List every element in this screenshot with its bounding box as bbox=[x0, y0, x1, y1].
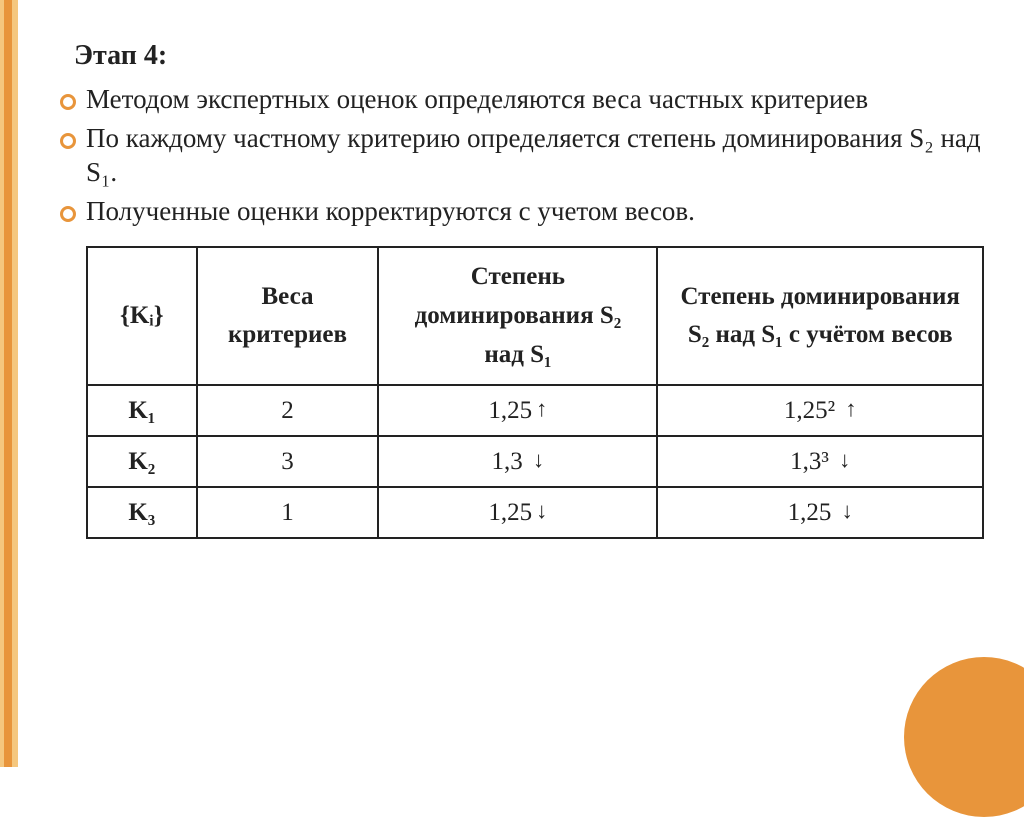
cell-weight: 2 bbox=[197, 385, 379, 436]
arrow-down-icon: ↓ bbox=[536, 498, 547, 524]
arrow-down-icon: ↓ bbox=[842, 498, 853, 524]
col-header-dominance-wt: Степень доминирования S₂ над S₁ с учётом… bbox=[657, 247, 983, 385]
bullet-list: Методом экспертных оценок определяются в… bbox=[60, 82, 984, 228]
table-header-row: {Kᵢ} Веса критериев Степень доминировани… bbox=[87, 247, 983, 385]
cell-k: K₂ bbox=[87, 436, 197, 487]
slide-left-band-inner bbox=[4, 0, 12, 767]
col-header-weights: Веса критериев bbox=[197, 247, 379, 385]
cell-dom-value: 1,25 bbox=[488, 397, 532, 424]
col-header-k: {Kᵢ} bbox=[87, 247, 197, 385]
cell-dominance: 1,25↑ bbox=[378, 385, 657, 436]
bullet-item: Методом экспертных оценок определяются в… bbox=[60, 82, 984, 117]
cell-dominance-weighted: 1,25² ↑ bbox=[657, 385, 983, 436]
cell-domw-value: 1,3³ bbox=[790, 448, 829, 475]
col-header-dominance: Степень доминирования S₂ над S₁ bbox=[378, 247, 657, 385]
table-row: K₃ 1 1,25↓ 1,25 ↓ bbox=[87, 487, 983, 538]
bullet-text: По каждому частному критерию определяетс… bbox=[86, 123, 981, 188]
arrow-up-icon: ↑ bbox=[536, 396, 547, 422]
cell-k: K₃ bbox=[87, 487, 197, 538]
arrow-down-icon: ↓ bbox=[839, 447, 850, 473]
cell-dom-value: 1,25 bbox=[488, 499, 532, 526]
slide-content: Этап 4: Методом экспертных оценок опреде… bbox=[60, 40, 984, 539]
cell-domw-value: 1,25² bbox=[784, 397, 835, 424]
cell-weight: 3 bbox=[197, 436, 379, 487]
bullet-item: Полученные оценки корректируются с учето… bbox=[60, 194, 984, 229]
cell-dominance-weighted: 1,25 ↓ bbox=[657, 487, 983, 538]
cell-dom-value: 1,3 bbox=[492, 448, 523, 475]
cell-k: K₁ bbox=[87, 385, 197, 436]
table-row: K₂ 3 1,3 ↓ 1,3³ ↓ bbox=[87, 436, 983, 487]
slide-left-band bbox=[0, 0, 18, 767]
cell-dominance: 1,3 ↓ bbox=[378, 436, 657, 487]
criteria-table: {Kᵢ} Веса критериев Степень доминировани… bbox=[86, 246, 984, 539]
cell-weight: 1 bbox=[197, 487, 379, 538]
cell-dominance-weighted: 1,3³ ↓ bbox=[657, 436, 983, 487]
bullet-text: Методом экспертных оценок определяются в… bbox=[86, 84, 868, 114]
bullet-text: Полученные оценки корректируются с учето… bbox=[86, 196, 695, 226]
table-row: K₁ 2 1,25↑ 1,25² ↑ bbox=[87, 385, 983, 436]
arrow-down-icon: ↓ bbox=[533, 447, 544, 473]
stage-title: Этап 4: bbox=[74, 40, 984, 72]
cell-dominance: 1,25↓ bbox=[378, 487, 657, 538]
bullet-item: По каждому частному критерию определяетс… bbox=[60, 121, 984, 190]
cell-domw-value: 1,25 bbox=[788, 499, 832, 526]
arrow-up-icon: ↑ bbox=[845, 396, 856, 422]
corner-circle-decoration bbox=[904, 657, 1024, 817]
